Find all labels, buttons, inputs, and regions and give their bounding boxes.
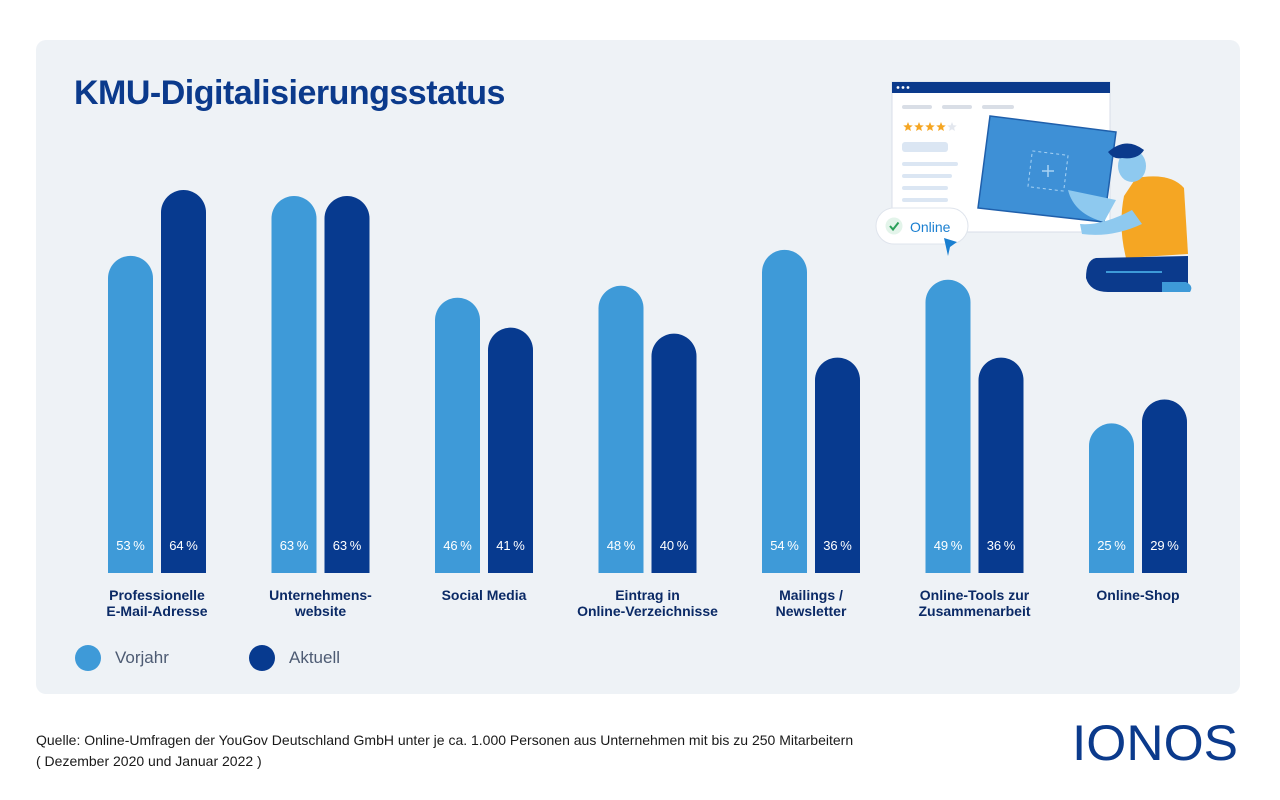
logo-text: IONOS (1072, 716, 1238, 766)
category-label-5: Online-Tools zur Zusammenarbeit (918, 587, 1030, 619)
legend-item-aktuell: Aktuell (249, 645, 340, 671)
legend-swatch-vorjahr (75, 645, 101, 671)
legend-label-aktuell: Aktuell (289, 648, 341, 667)
star-icon (925, 122, 935, 132)
data-label-vorjahr-1: 63 % (280, 538, 309, 553)
bar-vorjahr-4 (762, 249, 807, 573)
bar-vorjahr-5 (925, 279, 971, 573)
ionos-logo: IONOS (1072, 716, 1238, 766)
bar-vorjahr-1 (271, 195, 317, 573)
bar-aktuell-5 (978, 357, 1024, 573)
data-label-aktuell-0: 64 % (169, 538, 198, 553)
cursor-icon (944, 238, 957, 256)
legend-item-vorjahr: Vorjahr (75, 645, 169, 671)
rating-stars (903, 122, 957, 132)
bar-aktuell-6 (1142, 399, 1187, 573)
data-label-aktuell-5: 36 % (987, 538, 1016, 553)
source-line-1: Quelle: Online-Umfragen der YouGov Deuts… (36, 732, 854, 748)
data-label-vorjahr-3: 48 % (607, 538, 636, 553)
bar-vorjahr-3 (598, 285, 644, 573)
bar-aktuell-0 (161, 190, 206, 573)
bar-vorjahr-2 (435, 297, 480, 573)
category-label-0: Professionelle E-Mail-Adresse (106, 587, 207, 619)
chart-title: KMU-Digitalisierungsstatus (74, 74, 505, 112)
data-label-aktuell-3: 40 % (660, 538, 689, 553)
star-icon (936, 122, 946, 132)
online-badge: Online (875, 207, 969, 245)
bar-aktuell-4 (815, 357, 860, 573)
data-label-aktuell-4: 36 % (823, 538, 852, 553)
star-icon (914, 122, 924, 132)
bar-aktuell-1 (324, 195, 370, 573)
illustration: Online (875, 81, 1192, 292)
person-illustration (1068, 143, 1192, 292)
star-icon (947, 122, 957, 132)
bar-aktuell-2 (488, 327, 533, 573)
data-label-vorjahr-2: 46 % (443, 538, 472, 553)
legend-label-vorjahr: Vorjahr (115, 648, 169, 667)
source-note: Quelle: Online-Umfragen der YouGov Deuts… (36, 730, 853, 772)
star-icon (903, 122, 913, 132)
source-line-2: ( Dezember 2020 und Januar 2022 ) (36, 753, 262, 769)
category-label-2: Social Media (442, 587, 527, 603)
bar-vorjahr-6 (1089, 423, 1134, 573)
online-badge-label: Online (910, 219, 951, 235)
category-label-1: Unternehmens-website (269, 587, 372, 619)
data-label-aktuell-1: 63 % (333, 538, 362, 553)
data-label-vorjahr-4: 54 % (770, 538, 799, 553)
category-label-6: Online-Shop (1096, 587, 1179, 603)
data-label-vorjahr-6: 25 % (1097, 538, 1126, 553)
category-label-4: Mailings / Newsletter (776, 587, 847, 619)
bar-vorjahr-0 (108, 255, 153, 573)
bar-aktuell-3 (651, 333, 697, 573)
data-label-vorjahr-0: 53 % (116, 538, 145, 553)
data-label-vorjahr-5: 49 % (934, 538, 963, 553)
data-label-aktuell-2: 41 % (496, 538, 525, 553)
data-label-aktuell-6: 29 % (1150, 538, 1179, 553)
legend-swatch-aktuell (249, 645, 275, 671)
category-label-3: Eintrag in Online-Verzeichnisse (577, 587, 718, 619)
check-icon (885, 217, 903, 235)
